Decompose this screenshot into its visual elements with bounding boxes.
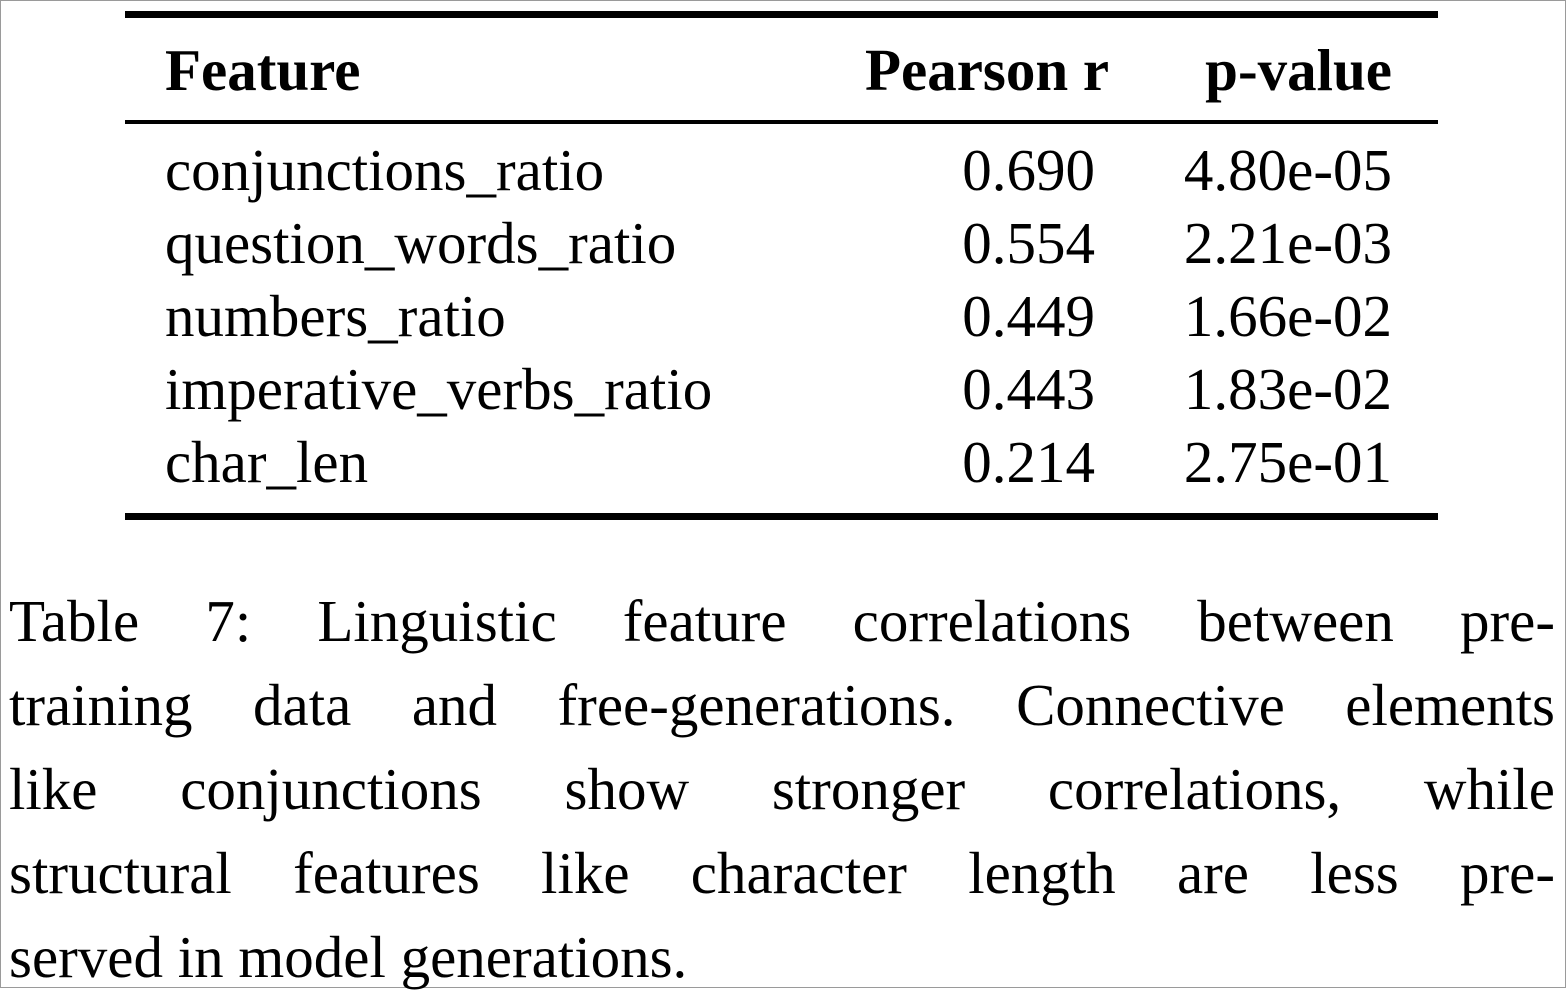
table-bottom-rule [125,513,1438,520]
caption-line: Table 7: Linguistic feature correlations… [9,588,1555,654]
caption-line: training data and free-generations. Conn… [9,672,1555,738]
table-caption: Table 7: Linguistic feature correlations… [9,579,1555,999]
cell-feature: numbers_ratio [165,283,506,349]
table-row: numbers_ratio 0.449 1.66e-02 [165,280,1392,353]
cell-p-value: 1.83e-02 [1183,356,1392,422]
cell-pearson-r: 0.690 [962,137,1095,203]
cell-p-value: 4.80e-05 [1183,137,1392,203]
caption-line: like conjunctions show stronger correlat… [9,756,1555,822]
table-row: imperative_verbs_ratio 0.443 1.83e-02 [165,353,1392,426]
caption-line: served in model generations. [9,924,688,990]
column-header-p-value: p-value [1205,37,1392,103]
cell-pearson-r: 0.554 [962,210,1095,276]
cell-p-value: 2.75e-01 [1183,429,1392,495]
cell-pearson-r: 0.449 [962,283,1095,349]
cell-p-value: 1.66e-02 [1183,283,1392,349]
cell-feature: question_words_ratio [165,210,677,276]
caption-line: structural features like character lengt… [9,840,1555,906]
table-row: char_len 0.214 2.75e-01 [165,426,1392,499]
table-header-row: Feature Pearson r p-value [125,18,1438,120]
table-top-rule [125,11,1438,18]
table-row: question_words_ratio 0.554 2.21e-03 [165,207,1392,280]
table-row: conjunctions_ratio 0.690 4.80e-05 [165,134,1392,207]
column-header-pearson-r: Pearson r [865,37,1110,103]
cell-pearson-r: 0.443 [962,356,1095,422]
cell-p-value: 2.21e-03 [1183,210,1392,276]
correlation-table: Feature Pearson r p-value conjunctions_r… [125,11,1438,520]
cell-feature: imperative_verbs_ratio [165,356,713,422]
cell-pearson-r: 0.214 [962,429,1095,495]
column-header-feature: Feature [165,37,361,103]
cell-feature: conjunctions_ratio [165,137,605,203]
table-mid-rule [125,120,1438,124]
cell-feature: char_len [165,429,369,495]
table-body: conjunctions_ratio 0.690 4.80e-05 questi… [125,124,1438,513]
